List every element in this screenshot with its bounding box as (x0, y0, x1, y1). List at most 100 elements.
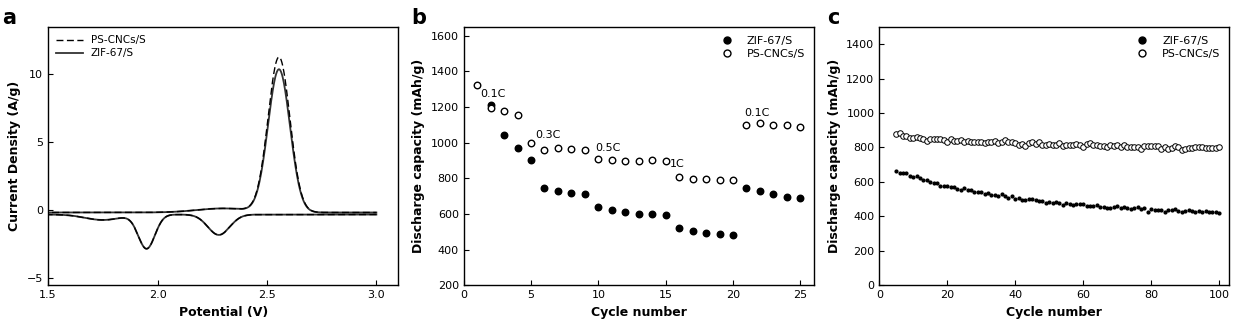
X-axis label: Potential (V): Potential (V) (179, 306, 268, 319)
Point (914, 178, 934, 183)
Point (1035, 143, 1055, 148)
Point (1012, 198, 1032, 203)
Point (1056, 201, 1076, 206)
PS-CNCs/S (764, 123, 784, 128)
PS-CNCs/S (521, 140, 541, 145)
ZIF-67/S (601, 208, 621, 213)
Point (890, 170, 910, 175)
Point (1076, 142, 1096, 147)
Point (971, 190, 991, 195)
Point (920, 179, 940, 184)
PS-CNCs/S (507, 112, 527, 118)
Point (914, 136, 934, 141)
Point (1087, 203, 1107, 208)
Point (928, 180, 947, 185)
Point (934, 184, 954, 189)
Point (1162, 208, 1182, 213)
Point (1022, 139, 1042, 145)
Text: a: a (2, 8, 16, 28)
Point (957, 138, 977, 144)
Point (1145, 207, 1164, 212)
Point (1111, 145, 1131, 150)
PS-CNCs/S (495, 109, 515, 114)
Point (1090, 144, 1110, 149)
Point (1074, 144, 1094, 149)
Legend: ZIF-67/S, PS-CNCs/S: ZIF-67/S, PS-CNCs/S (1127, 32, 1224, 62)
Point (893, 171, 913, 176)
Point (992, 140, 1012, 145)
Point (1199, 210, 1219, 215)
Point (928, 137, 947, 142)
Point (1182, 208, 1202, 214)
Point (982, 139, 1002, 145)
Point (900, 135, 920, 140)
ZIF-67/S (656, 212, 676, 217)
ZIF-67/S (562, 191, 582, 196)
Point (978, 139, 998, 145)
Point (1022, 197, 1042, 202)
Point (1168, 209, 1188, 214)
PS-CNCs/S (696, 176, 715, 181)
Point (988, 193, 1008, 198)
PS-CNCs/S (467, 82, 487, 87)
Point (1179, 208, 1199, 213)
ZIF-67/S (495, 132, 515, 137)
Point (1035, 200, 1055, 205)
Point (1019, 197, 1039, 202)
Point (1182, 146, 1202, 151)
Point (1060, 201, 1080, 207)
Point (947, 138, 967, 144)
Point (1043, 200, 1063, 205)
Point (1127, 205, 1147, 210)
ZIF-67/S (575, 192, 595, 197)
Point (1114, 204, 1133, 210)
Point (1172, 148, 1192, 153)
Point (1066, 201, 1086, 207)
Point (1049, 141, 1069, 146)
Point (1025, 142, 1045, 147)
Point (965, 190, 985, 195)
Point (1084, 142, 1104, 147)
Point (961, 188, 981, 193)
ZIF-67/S (670, 226, 689, 231)
ZIF-67/S (764, 192, 784, 197)
ZIF-67/S (642, 212, 662, 217)
Point (910, 135, 930, 140)
Point (924, 136, 944, 141)
Point (893, 133, 913, 139)
Point (1063, 142, 1083, 147)
Y-axis label: Current Density (A/g): Current Density (A/g) (9, 81, 21, 231)
Point (1176, 146, 1195, 151)
Point (996, 138, 1016, 143)
PS-CNCs/S (777, 123, 797, 128)
ZIF-67/S (737, 185, 756, 191)
Point (1080, 140, 1100, 145)
Point (1047, 142, 1066, 147)
Point (1104, 144, 1123, 149)
Point (1019, 140, 1039, 145)
Point (955, 185, 975, 191)
Point (978, 191, 998, 196)
Text: 0.1C: 0.1C (744, 108, 769, 118)
Text: 0.3C: 0.3C (536, 130, 560, 140)
Point (1097, 205, 1117, 210)
Text: 1C: 1C (670, 159, 684, 169)
Point (903, 135, 923, 141)
Point (957, 187, 977, 193)
Point (998, 140, 1018, 145)
Point (1117, 144, 1137, 149)
Point (1008, 195, 1028, 200)
Point (1176, 209, 1195, 214)
PS-CNCs/S (629, 158, 649, 164)
Point (1141, 206, 1161, 211)
Point (1101, 143, 1121, 148)
Point (1145, 144, 1164, 149)
Point (951, 138, 971, 143)
Point (965, 139, 985, 144)
Point (930, 183, 950, 188)
Point (1152, 146, 1172, 151)
Point (1016, 198, 1035, 203)
PS-CNCs/S (615, 158, 635, 163)
Point (1135, 144, 1154, 149)
Point (988, 140, 1008, 146)
